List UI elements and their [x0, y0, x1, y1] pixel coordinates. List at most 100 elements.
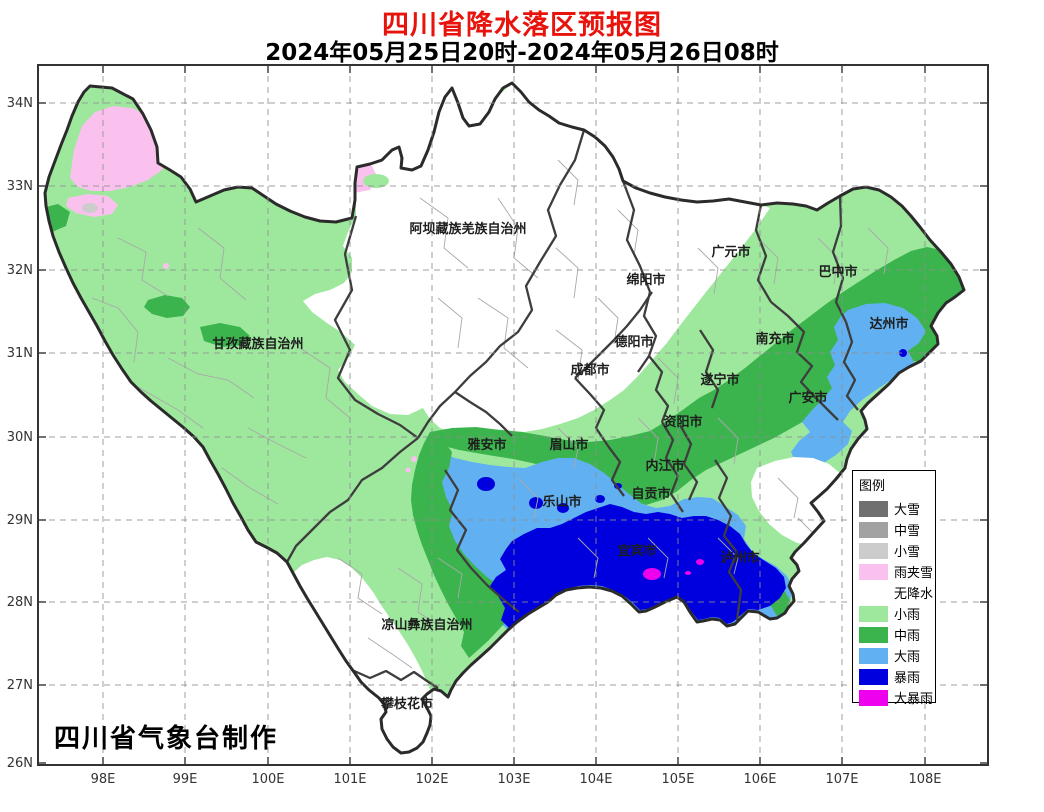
lon-tick-label: 98E — [91, 772, 116, 787]
lat-tick-label: 30N — [7, 430, 33, 445]
prefecture-boundary — [842, 321, 859, 411]
lon-tick-label: 107E — [825, 772, 858, 787]
city-label: 广安市 — [788, 390, 827, 406]
lat-tick-label: 26N — [7, 756, 33, 771]
legend-item: 雨夹雪 — [859, 561, 935, 582]
prefecture-boundary — [454, 391, 513, 437]
county-boundary — [517, 477, 539, 519]
legend-swatch — [859, 689, 888, 706]
legend-item-label: 小雪 — [894, 545, 921, 560]
legend-item: 大雪 — [859, 498, 935, 519]
legend-item-label: 雨夹雪 — [894, 566, 934, 581]
county-boundary — [367, 637, 413, 669]
lon-tick-label: 101E — [333, 772, 366, 787]
city-label: 资阳市 — [663, 414, 702, 430]
legend-item: 大雨 — [859, 645, 935, 666]
region-sleet-nw — [70, 106, 170, 191]
city-label: 遂宁市 — [700, 372, 739, 388]
legend-item-label: 大雪 — [894, 503, 921, 518]
prefecture-boundaries — [285, 129, 859, 689]
legend-item: 暴雨 — [859, 666, 935, 687]
county-boundary — [437, 297, 463, 349]
legend-swatch — [859, 626, 888, 643]
legend-item: 小雪 — [859, 540, 935, 561]
prefecture-boundary — [417, 129, 586, 439]
legend-swatch — [859, 584, 888, 601]
prefecture-boundary — [754, 204, 772, 303]
region-rainstorm-spot4 — [595, 495, 605, 503]
region-heavy-rainstorm2 — [696, 559, 704, 565]
map-title: 四川省降水落区预报图 — [382, 10, 662, 41]
city-label: 雅安市 — [467, 437, 506, 453]
legend-swatch — [859, 668, 888, 685]
legend-item: 小雨 — [859, 603, 935, 624]
region-heavy-rainstorm3 — [685, 571, 691, 575]
lat-tick-label: 31N — [7, 346, 33, 361]
city-label: 阿坝藏族羌族自治州 — [409, 221, 526, 237]
region-rainstorm-main — [490, 504, 786, 628]
legend-item-label: 无降水 — [894, 587, 934, 602]
county-boundary — [197, 227, 247, 301]
prefecture-boundary — [607, 445, 625, 497]
prefecture-boundary — [648, 355, 670, 423]
legend-item-label: 中雪 — [894, 524, 921, 539]
lon-tick-label: 105E — [661, 772, 694, 787]
city-label: 成都市 — [570, 362, 609, 378]
county-boundary — [577, 537, 599, 579]
legend-item: 中雪 — [859, 519, 935, 540]
region-light-rain-pocket1 — [363, 174, 389, 188]
county-boundary — [717, 537, 739, 575]
region-rainstorm-spot1 — [477, 477, 495, 491]
city-label: 攀枝花市 — [380, 696, 433, 712]
region-heavy-rain-east — [791, 303, 926, 469]
legend-box: 图例 大雪中雪小雪雨夹雪无降水小雨 中雨 大雨 暴雨大暴雨 — [852, 470, 936, 707]
region-rainstorm-spot6 — [899, 349, 907, 357]
city-label: 宜宾市 — [617, 543, 656, 559]
map-subtitle: 2024年05月25日20时-2024年05月26日08时 — [265, 40, 779, 66]
prefecture-boundary — [333, 215, 419, 439]
city-label: 内江市 — [645, 458, 684, 474]
city-label: 广元市 — [711, 244, 750, 260]
lon-tick-label: 103E — [497, 772, 530, 787]
county-boundary — [437, 557, 463, 599]
county-boundary — [91, 297, 139, 363]
legend-item-label: 大暴雨 — [894, 692, 934, 707]
county-boundary — [697, 247, 719, 295]
legend-item-label: 小雨 — [894, 608, 921, 623]
lon-tick-label: 104E — [579, 772, 612, 787]
legend-swatch — [859, 542, 888, 559]
region-rainstorm-spot2 — [529, 497, 543, 509]
lon-tick-label: 100E — [251, 772, 284, 787]
county-boundary — [717, 417, 739, 465]
city-label: 德阳市 — [614, 334, 653, 350]
legend-item: 中雨 — [859, 624, 935, 645]
prefecture-boundary — [699, 329, 720, 409]
prefecture-boundary — [574, 377, 609, 447]
legend-swatch — [859, 647, 888, 664]
county-boundary — [299, 347, 351, 419]
city-label: 达州市 — [869, 316, 908, 332]
county-boundary — [167, 357, 255, 399]
legend-title: 图例 — [859, 479, 886, 494]
city-label: 乐山市 — [542, 494, 581, 510]
prefecture-boundary — [661, 421, 684, 513]
county-boundary — [477, 297, 529, 369]
lat-tick-label: 29N — [7, 513, 33, 528]
city-label: 凉山彝族自治州 — [381, 617, 472, 633]
prefecture-boundary — [679, 424, 699, 501]
grid-layer — [38, 65, 988, 765]
prefecture-boundary — [351, 668, 439, 689]
lat-tick-label: 27N — [7, 678, 33, 693]
county-boundary — [557, 159, 579, 206]
lat-tick-label: 32N — [7, 263, 33, 278]
county-boundary — [597, 297, 619, 345]
legend-swatch — [859, 521, 888, 538]
prefecture-boundary — [621, 180, 658, 373]
county-boundary — [647, 537, 669, 579]
prefecture-boundary — [285, 437, 419, 563]
county-boundary — [777, 477, 799, 519]
region-moderate-rain-band — [430, 247, 964, 505]
city-label: 南充市 — [755, 331, 794, 347]
